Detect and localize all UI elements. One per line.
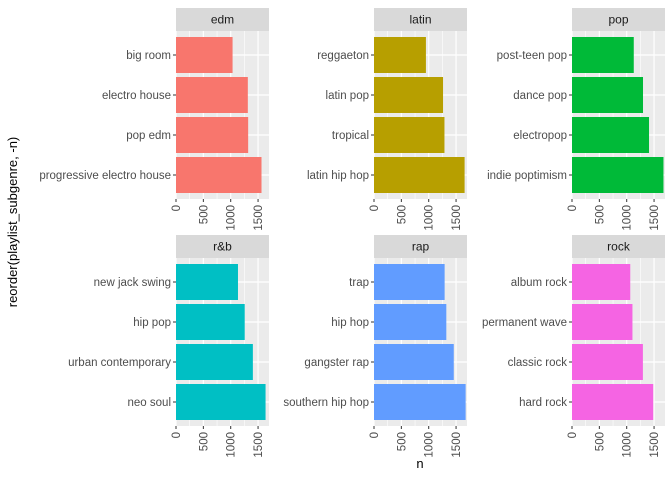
facet-strip-label: edm	[211, 13, 234, 27]
x-tick-label: 0	[171, 205, 183, 211]
category-label: indie poptimism	[487, 170, 567, 182]
category-label: trap	[349, 277, 369, 289]
bar	[572, 344, 643, 380]
facet-panel-edm: edm big room electro house pop edm progressi…	[39, 8, 269, 231]
x-tick-label: 1000	[226, 432, 238, 458]
category-label: pop edm	[126, 130, 171, 142]
x-tick-label: 500	[594, 205, 606, 224]
category-label: hard rock	[519, 397, 567, 409]
x-tick-label: 500	[396, 432, 408, 451]
x-tick-label: 1500	[649, 205, 661, 231]
category-label: southern hip hop	[283, 397, 369, 409]
x-tick-label: 1500	[451, 205, 463, 231]
bar	[176, 117, 249, 153]
bar	[572, 37, 634, 73]
facet-panel-pop: pop post-teen pop dance pop electropop indie…	[487, 8, 665, 231]
facet-strip	[176, 8, 269, 31]
bar	[176, 157, 262, 193]
facet-strip-label: r&b	[213, 240, 232, 254]
x-tick-label: 1500	[253, 205, 265, 231]
bar	[374, 384, 466, 420]
category-label: tropical	[332, 130, 369, 142]
facet-strip-label: latin	[409, 13, 431, 27]
facet-panel-r-b: r&b new jack swing hip pop urban contempora…	[68, 235, 269, 458]
facet-panels: edm big room electro house pop edm progressi…	[39, 8, 665, 458]
y-axis-title: reorder(playlist_subgenre, -n)	[5, 137, 20, 308]
category-label: electropop	[513, 130, 567, 142]
bar	[572, 77, 644, 113]
category-label: hip hop	[331, 317, 369, 329]
bar	[572, 304, 633, 340]
category-label: hip pop	[133, 317, 171, 329]
category-label: classic rock	[508, 357, 568, 369]
x-tick-label: 0	[567, 432, 579, 438]
category-label: neo soul	[128, 397, 171, 409]
x-tick-label: 1500	[253, 432, 265, 458]
bar	[374, 344, 454, 380]
category-label: dance pop	[513, 90, 567, 102]
facet-strip	[572, 235, 665, 258]
x-tick-label: 500	[198, 205, 210, 224]
bar	[374, 77, 444, 113]
bar	[572, 157, 664, 193]
category-label: post-teen pop	[497, 50, 567, 62]
bar	[374, 264, 445, 300]
bar	[176, 264, 238, 300]
x-tick-label: 1000	[424, 205, 436, 231]
category-label: big room	[126, 50, 171, 62]
bar	[176, 37, 233, 73]
facet-panel-rock: rock album rock permanent wave classic rock…	[482, 235, 665, 458]
facet-strip-label: pop	[608, 13, 628, 27]
x-tick-label: 1000	[226, 205, 238, 231]
bar	[572, 264, 631, 300]
x-tick-label: 0	[171, 432, 183, 438]
x-tick-label: 0	[567, 205, 579, 211]
category-label: latin pop	[326, 90, 369, 102]
facet-panel-rap: rap trap hip hop gangster rap southern hip h…	[283, 235, 467, 458]
x-tick-label: 500	[396, 205, 408, 224]
category-label: new jack swing	[94, 277, 171, 289]
facet-strip	[176, 235, 269, 258]
bar	[374, 304, 447, 340]
x-tick-label: 500	[594, 432, 606, 451]
category-label: reggaeton	[317, 50, 369, 62]
facet-panel-latin: latin reggaeton latin pop tropical latin hip…	[307, 8, 467, 231]
bar	[176, 384, 266, 420]
category-label: progressive electro house	[39, 170, 171, 182]
category-label: gangster rap	[304, 357, 369, 369]
category-label: electro house	[102, 90, 171, 102]
category-label: latin hip hop	[307, 170, 369, 182]
category-label: album rock	[511, 277, 567, 289]
x-tick-label: 1500	[649, 432, 661, 458]
facet-strip	[572, 8, 665, 31]
x-tick-label: 1000	[622, 205, 634, 231]
x-tick-label: 1000	[622, 432, 634, 458]
bar	[572, 117, 650, 153]
x-tick-label: 500	[198, 432, 210, 451]
x-tick-label: 1000	[424, 432, 436, 458]
x-tick-label: 0	[369, 432, 381, 438]
facet-strip	[374, 8, 467, 31]
category-label: permanent wave	[482, 317, 567, 329]
x-axis-title: n	[416, 456, 423, 471]
bar	[572, 384, 654, 420]
x-tick-label: 0	[369, 205, 381, 211]
bar	[374, 117, 445, 153]
x-tick-label: 1500	[451, 432, 463, 458]
facet-strip-label: rock	[607, 240, 631, 254]
facet-strip	[374, 235, 467, 258]
category-label: urban contemporary	[68, 357, 171, 369]
bar	[176, 304, 245, 340]
bar	[374, 37, 426, 73]
facet-strip-label: rap	[412, 240, 430, 254]
bar	[374, 157, 465, 193]
bar	[176, 77, 248, 113]
bar	[176, 344, 253, 380]
